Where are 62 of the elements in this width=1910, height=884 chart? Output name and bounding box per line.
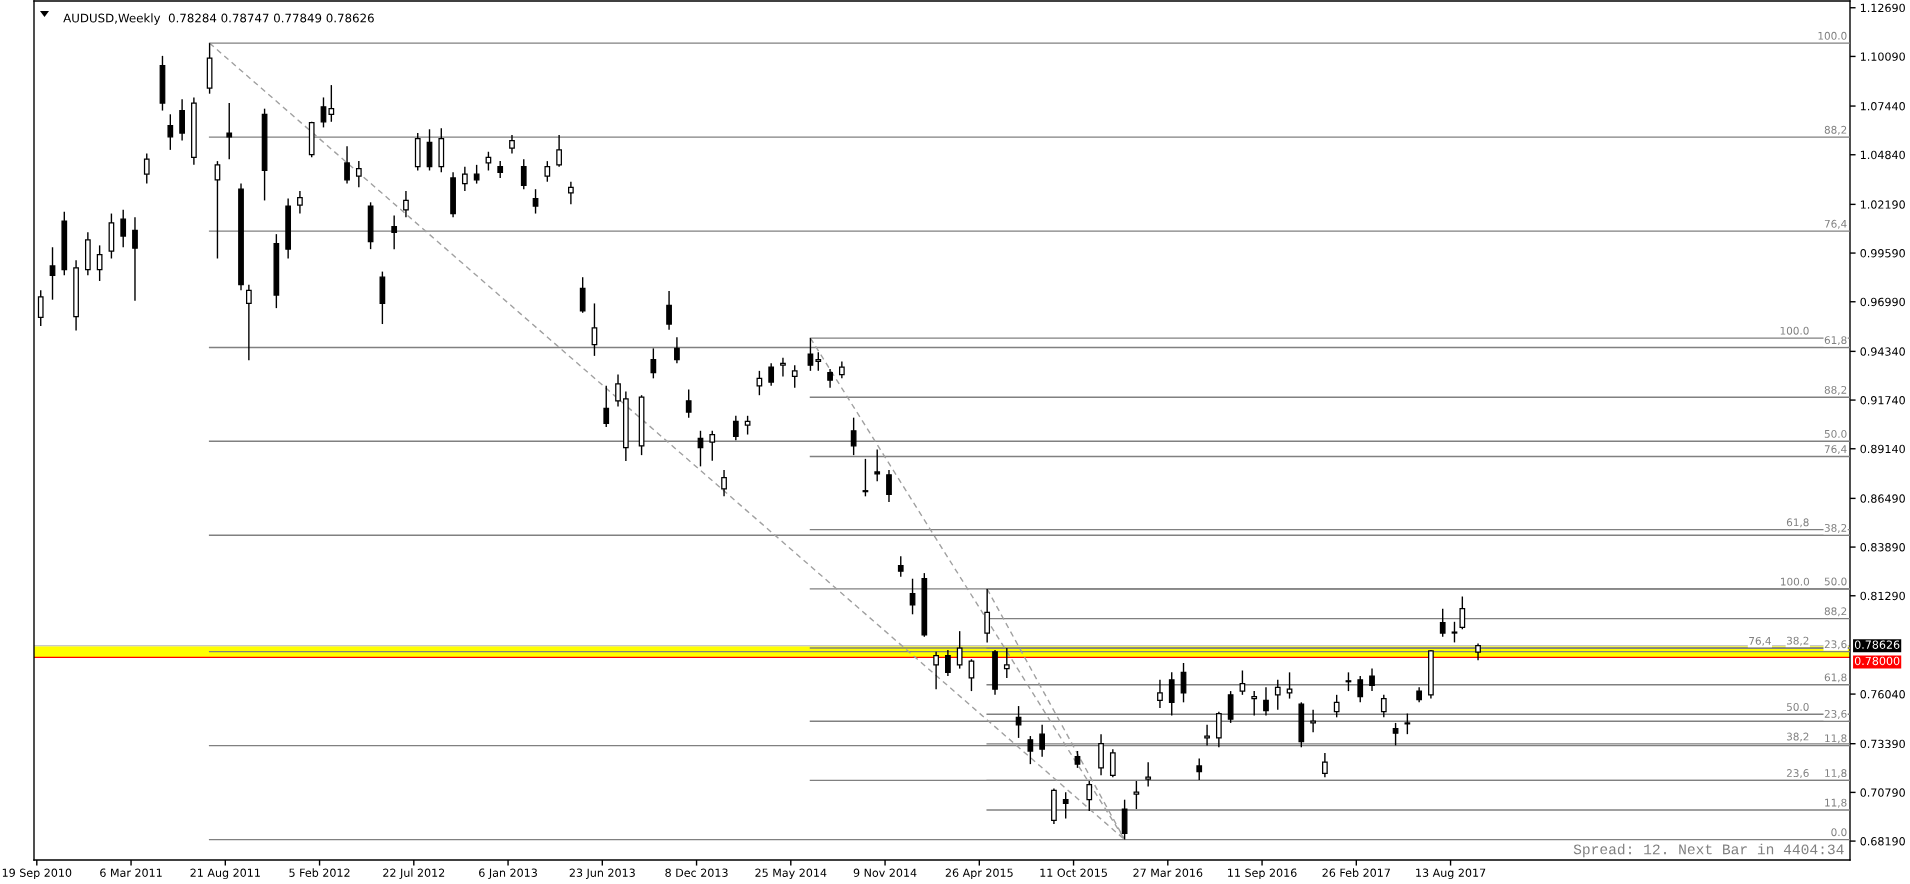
series-label: 38,2 (1786, 636, 1809, 646)
series-label: 100.0 (1781, 577, 1810, 586)
y-tick-label: 0.81290 (1860, 591, 1905, 601)
y-tick-label: 0.94340 (1860, 347, 1905, 356)
series-label: 76,4 (1824, 445, 1847, 455)
x-tick-label: 22 Jul 2012 (383, 868, 445, 879)
series-label: 61,8 (1824, 673, 1847, 683)
series-label: 11,8 (1825, 769, 1847, 779)
y-tick-label: 0.76040 (1860, 690, 1905, 699)
y-tick-label: 1.07440 (1860, 102, 1905, 111)
x-tick-label: 26 Apr 2015 (945, 868, 1013, 880)
series-label: 61,8 (1824, 336, 1847, 346)
x-tick-label: 11 Oct 2015 (1040, 868, 1107, 877)
y-tick-label: 0.68190 (1860, 837, 1905, 846)
x-tick-label: 13 Aug 2017 (1416, 868, 1486, 880)
annotation: Spread: 12. Next Bar in 4404:34 (1573, 843, 1844, 858)
series-label: 23,6 (1786, 769, 1809, 779)
series-label: 11,8 (1825, 798, 1847, 808)
y-tick-label: 0.70790 (1860, 788, 1905, 797)
y-tick-label: 1.12690 (1860, 3, 1905, 13)
series-label: 23,6 (1824, 709, 1847, 719)
series-label: 76,4 (1749, 636, 1771, 646)
y-tick-label: 0.86490 (1860, 494, 1905, 503)
y-tick-label: 0.73390 (1860, 739, 1905, 749)
text: AUDUSD,Weekly 0.78284 0.78747 0.77849 0.78626 (63, 13, 374, 25)
series-label: 11,8 (1825, 734, 1847, 744)
series-label: 50.0 (1824, 429, 1847, 438)
y-tick-label: 1.04840 (1860, 150, 1905, 160)
x-tick-label: 6 Mar 2011 (100, 868, 162, 877)
series-label: 88,2 (1824, 607, 1847, 617)
y-tick-label: 0.99590 (1860, 249, 1905, 258)
y-tick-label: 1.10090 (1860, 52, 1905, 61)
series-label: 23,6 (1824, 640, 1847, 650)
x-tick-label: 21 Aug 2011 (190, 868, 260, 880)
x-tick-label: 6 Jan 2013 (479, 868, 537, 879)
x-tick-label: 26 Feb 2017 (1322, 868, 1390, 877)
series-label: 0.0 (1831, 828, 1847, 837)
series-label: 100.0 (1818, 31, 1847, 40)
x-tick-label: 5 Feb 2012 (289, 868, 350, 877)
ref-line-label: 0.78000 (1854, 656, 1900, 666)
series-label: 61,8 (1786, 518, 1809, 528)
series-label: 88,2 (1824, 385, 1847, 395)
y-tick-label: 0.96990 (1860, 297, 1905, 307)
series-label: 50.0 (1786, 703, 1809, 711)
y-tick-label: 0.91740 (1860, 396, 1905, 405)
series-label: 38,2 (1786, 732, 1809, 742)
series-label: 76,4 (1824, 219, 1847, 229)
ref-line-label: 0.78626 (1854, 640, 1900, 649)
x-tick-label: 27 Mar 2016 (1133, 868, 1203, 877)
y-tick-label: 0.89140 (1860, 444, 1905, 454)
y-tick-label: 0.83890 (1860, 543, 1905, 552)
series-label: 100.0 (1780, 326, 1809, 335)
x-tick-label: 8 Dec 2013 (665, 868, 728, 877)
x-tick-label: 25 May 2014 (755, 868, 827, 880)
x-tick-label: 23 Jun 2013 (569, 868, 635, 879)
x-tick-label: 9 Nov 2014 (853, 868, 917, 877)
y-tick-label: 1.02190 (1860, 200, 1905, 209)
series-label: 88,2 (1824, 125, 1847, 135)
series-label: 50.0 (1824, 577, 1847, 586)
x-tick-label: 19 Sep 2010 (2, 868, 72, 880)
series-label: 38,2 (1824, 523, 1847, 533)
x-tick-label: 11 Sep 2016 (1228, 868, 1297, 880)
